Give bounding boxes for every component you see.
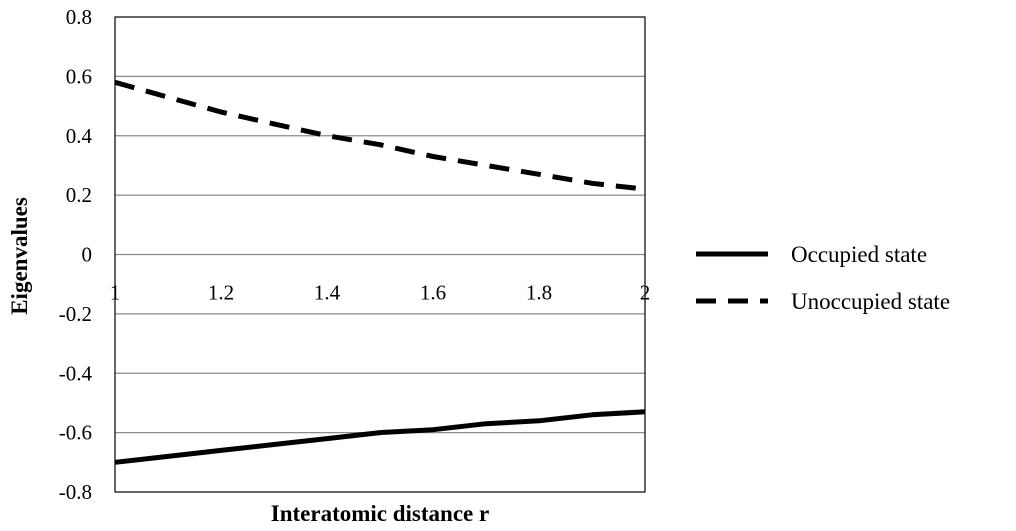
x-tick-label: 1.4 [314, 281, 341, 305]
x-tick-label: 1 [110, 281, 121, 305]
y-tick-label: 0.8 [66, 5, 92, 29]
y-tick-label: -0.4 [59, 361, 93, 385]
legend-label-unoccupied: Unoccupied state [791, 289, 950, 314]
y-tick-label: 0.2 [66, 183, 92, 207]
y-tick-label: -0.8 [59, 480, 92, 504]
y-tick-label: 0 [82, 243, 93, 267]
series-line-occupied [114, 409, 646, 465]
series-lines [114, 79, 646, 465]
y-tick-label: -0.6 [59, 421, 92, 445]
y-tick-labels: 0.8 0.6 0.4 0.2 0 -0.2 -0.4 -0.6 -0.8 [59, 5, 93, 504]
x-tick-labels: 1 1.2 1.4 1.6 1.8 2 [110, 281, 651, 305]
x-tick-label: 1.8 [526, 281, 552, 305]
y-tick-label: 0.6 [66, 64, 92, 88]
x-tick-label: 1.2 [208, 281, 234, 305]
x-tick-label: 2 [640, 281, 651, 305]
legend: Occupied state Unoccupied state [696, 242, 950, 314]
y-axis-title: Eigenvalues [7, 197, 32, 315]
x-axis-title: Interatomic distance r [271, 501, 489, 526]
gridlines [115, 75, 645, 434]
y-tick-label: 0.4 [66, 124, 93, 148]
series-line-unoccupied [114, 79, 646, 192]
x-tick-label: 1.6 [420, 281, 446, 305]
y-tick-label: -0.2 [59, 302, 92, 326]
legend-label-occupied: Occupied state [791, 242, 927, 267]
plot-border [114, 16, 646, 493]
